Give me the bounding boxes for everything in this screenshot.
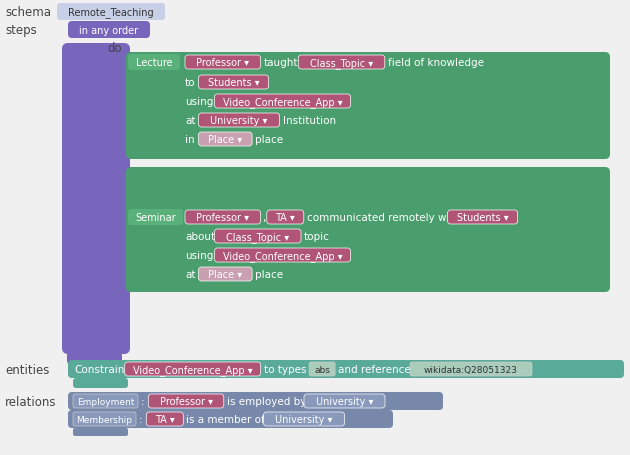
FancyBboxPatch shape: [214, 229, 301, 243]
Text: University ▾: University ▾: [316, 397, 373, 407]
FancyBboxPatch shape: [67, 352, 122, 364]
Text: using: using: [185, 251, 214, 261]
FancyBboxPatch shape: [148, 394, 224, 408]
Text: field of knowledge: field of knowledge: [388, 58, 484, 68]
Text: at: at: [185, 116, 195, 126]
FancyBboxPatch shape: [57, 4, 165, 21]
FancyBboxPatch shape: [73, 394, 138, 408]
Text: steps: steps: [5, 24, 37, 37]
Text: TA ▾: TA ▾: [155, 415, 175, 425]
FancyBboxPatch shape: [198, 114, 280, 128]
Text: and reference: and reference: [338, 365, 411, 374]
FancyBboxPatch shape: [214, 248, 350, 263]
Text: Professor ▾: Professor ▾: [197, 213, 249, 223]
Text: Remote_Teaching: Remote_Teaching: [68, 7, 154, 18]
Text: place: place: [255, 135, 284, 145]
Text: Membership: Membership: [76, 415, 132, 424]
Text: at: at: [185, 270, 195, 280]
Text: Professor ▾: Professor ▾: [197, 58, 249, 68]
FancyBboxPatch shape: [73, 410, 128, 418]
Text: place: place: [255, 270, 284, 280]
FancyBboxPatch shape: [68, 410, 393, 428]
Text: is a member of: is a member of: [186, 415, 265, 425]
FancyBboxPatch shape: [68, 22, 150, 39]
Text: in any order: in any order: [79, 25, 139, 35]
Text: abs: abs: [314, 365, 330, 374]
FancyBboxPatch shape: [62, 44, 130, 354]
FancyBboxPatch shape: [68, 392, 443, 410]
Text: Place ▾: Place ▾: [209, 135, 243, 145]
Text: topic: topic: [304, 232, 330, 242]
Text: Lecture: Lecture: [135, 58, 173, 68]
FancyBboxPatch shape: [410, 362, 532, 376]
Text: University ▾: University ▾: [210, 116, 268, 126]
Text: Students ▾: Students ▾: [208, 78, 260, 88]
FancyBboxPatch shape: [304, 394, 385, 408]
Text: Class_Topic ▾: Class_Topic ▾: [226, 232, 289, 243]
Text: about: about: [185, 232, 215, 242]
Text: is employed by: is employed by: [227, 397, 306, 407]
FancyBboxPatch shape: [198, 76, 268, 90]
FancyBboxPatch shape: [198, 133, 252, 147]
Text: relations: relations: [5, 395, 57, 408]
FancyBboxPatch shape: [198, 268, 252, 281]
Text: do: do: [107, 42, 122, 55]
Text: ,: ,: [263, 213, 266, 223]
Text: Seminar: Seminar: [135, 213, 176, 223]
Text: using: using: [185, 97, 214, 107]
Text: Constrain: Constrain: [74, 365, 124, 374]
Text: taught: taught: [263, 58, 298, 68]
Text: Professor ▾: Professor ▾: [159, 397, 212, 407]
FancyBboxPatch shape: [298, 56, 385, 70]
Text: wikidata:Q28051323: wikidata:Q28051323: [424, 365, 518, 374]
Text: schema: schema: [5, 6, 51, 19]
FancyBboxPatch shape: [128, 210, 183, 226]
FancyBboxPatch shape: [126, 53, 610, 160]
FancyBboxPatch shape: [309, 362, 335, 376]
FancyBboxPatch shape: [185, 211, 260, 224]
FancyBboxPatch shape: [126, 167, 610, 293]
FancyBboxPatch shape: [73, 412, 136, 426]
FancyBboxPatch shape: [185, 56, 260, 70]
Text: communicated remotely with: communicated remotely with: [307, 213, 460, 223]
FancyBboxPatch shape: [214, 95, 350, 109]
Text: Video_Conference_App ▾: Video_Conference_App ▾: [133, 364, 253, 375]
Text: entities: entities: [5, 363, 49, 376]
FancyBboxPatch shape: [128, 55, 180, 71]
Text: :: :: [141, 397, 145, 407]
Text: to: to: [185, 78, 195, 88]
Text: in: in: [185, 135, 195, 145]
Text: University ▾: University ▾: [275, 415, 333, 425]
FancyBboxPatch shape: [146, 412, 183, 426]
Text: Video_Conference_App ▾: Video_Conference_App ▾: [222, 97, 342, 108]
FancyBboxPatch shape: [447, 211, 518, 224]
Text: :: :: [139, 415, 142, 425]
FancyBboxPatch shape: [266, 211, 304, 224]
FancyBboxPatch shape: [68, 360, 624, 378]
Text: Students ▾: Students ▾: [457, 213, 508, 223]
Text: Institution: Institution: [283, 116, 336, 126]
Text: Place ▾: Place ▾: [209, 270, 243, 280]
FancyBboxPatch shape: [263, 412, 345, 426]
Text: Class_Topic ▾: Class_Topic ▾: [310, 58, 373, 69]
Text: to types: to types: [264, 365, 306, 374]
FancyBboxPatch shape: [125, 362, 261, 376]
FancyBboxPatch shape: [73, 378, 128, 388]
Text: TA ▾: TA ▾: [275, 213, 295, 223]
Text: Video_Conference_App ▾: Video_Conference_App ▾: [222, 251, 342, 261]
FancyBboxPatch shape: [73, 428, 128, 436]
Text: Employment: Employment: [77, 397, 134, 406]
